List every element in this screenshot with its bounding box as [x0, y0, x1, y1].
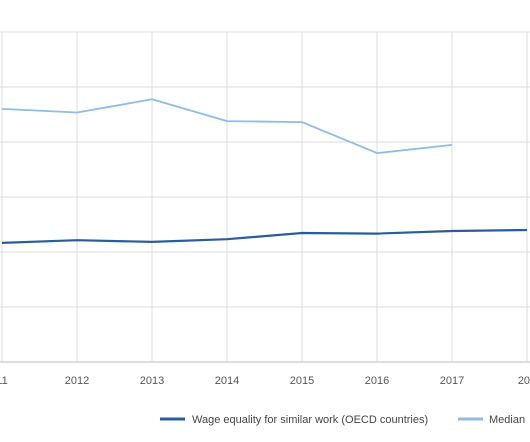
x-tick-label: 2013: [140, 375, 164, 387]
x-tick-label: 2014: [215, 375, 239, 387]
x-tick-label: 11: [0, 375, 8, 387]
legend-label-median: Median: [489, 414, 525, 426]
legend: Wage equality for similar work (OECD cou…: [160, 414, 525, 426]
x-tick-label: 2017: [440, 375, 464, 387]
x-tick-label: 2016: [365, 375, 389, 387]
series-lines: [1, 98, 528, 244]
x-axis-ticks: 11 2012 2013 2014 2015 2016 2017 201: [0, 375, 530, 387]
x-tick-label: 2015: [290, 375, 314, 387]
gridlines: [0, 31, 530, 363]
series-line-wage-equality: [1, 228, 528, 244]
x-tick-label: 201: [518, 375, 530, 387]
legend-label-wage-equality: Wage equality for similar work (OECD cou…: [192, 414, 428, 426]
series-line-median: [1, 98, 453, 154]
x-tick-label: 2012: [65, 375, 89, 387]
